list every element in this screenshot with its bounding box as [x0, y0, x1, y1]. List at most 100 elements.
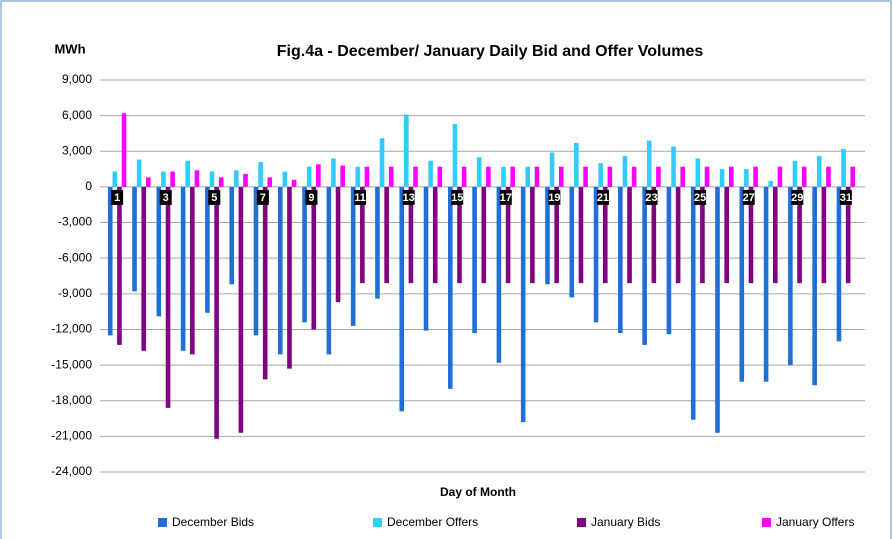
x-tick-label-box — [305, 189, 318, 205]
bar — [156, 186, 162, 317]
bar — [671, 146, 676, 187]
bar — [375, 186, 380, 299]
bar — [788, 186, 793, 366]
y-axis-label: MWh — [54, 41, 85, 56]
bar — [243, 173, 248, 187]
bar — [121, 113, 127, 187]
bar — [117, 186, 122, 345]
bar — [656, 166, 661, 187]
legend-swatch — [577, 518, 586, 527]
x-axis-label: Day of Month — [440, 485, 516, 499]
bar — [583, 166, 588, 187]
bar — [404, 114, 409, 187]
bar — [768, 180, 773, 187]
bar — [642, 186, 647, 345]
bar — [715, 186, 720, 433]
bar — [496, 186, 502, 363]
bar — [461, 166, 467, 187]
bar — [510, 166, 515, 187]
bar — [816, 156, 822, 187]
bar — [180, 186, 186, 351]
bar — [792, 160, 798, 187]
x-tick-label-box — [159, 189, 172, 205]
bar — [772, 186, 778, 284]
bar — [812, 186, 817, 386]
bar — [525, 166, 531, 187]
y-tick-label: -15,000 — [51, 357, 92, 371]
x-tick-label: 1 — [114, 192, 120, 204]
y-tick-label: 6,000 — [62, 108, 92, 122]
bar — [141, 186, 147, 351]
bar — [505, 186, 511, 284]
bar — [763, 186, 769, 382]
bar — [384, 186, 389, 284]
y-tick-label: -21,000 — [51, 429, 92, 443]
bar — [841, 148, 846, 187]
bar — [262, 186, 268, 380]
bar — [132, 186, 137, 292]
bar — [520, 186, 526, 423]
bar — [277, 186, 283, 355]
bar — [112, 171, 118, 187]
bar — [574, 142, 579, 187]
bar — [744, 169, 749, 187]
bar — [311, 186, 317, 330]
y-tick-label: -24,000 — [51, 464, 92, 478]
bar — [190, 186, 195, 355]
bar — [287, 186, 292, 369]
x-tick-label-box — [354, 189, 367, 205]
y-tick-label: -6,000 — [58, 250, 92, 264]
chart-title: Fig.4a - December/ January Daily Bid and… — [277, 43, 704, 60]
bar — [569, 186, 575, 298]
bar — [549, 152, 555, 187]
bar — [690, 186, 696, 420]
bar — [448, 186, 453, 389]
bar — [107, 186, 113, 336]
bar — [748, 186, 754, 284]
bar — [253, 186, 259, 336]
bar — [360, 186, 365, 284]
bar — [428, 160, 433, 187]
y-tick-label: 3,000 — [62, 143, 92, 157]
bar — [534, 166, 540, 187]
bar — [602, 186, 608, 284]
bar — [302, 186, 307, 323]
legend-label: January Bids — [591, 515, 660, 529]
bar — [316, 164, 321, 187]
bar — [666, 186, 672, 335]
bar — [753, 166, 758, 187]
bar — [651, 186, 657, 284]
x-tick-label: 21 — [597, 192, 609, 204]
x-tick-label-box — [791, 189, 804, 205]
x-tick-label: 3 — [163, 192, 169, 204]
y-tick-label: 0 — [85, 179, 92, 193]
y-tick-label: -9,000 — [58, 286, 92, 300]
bar — [350, 186, 356, 326]
bar — [355, 166, 361, 187]
bar — [554, 186, 559, 284]
bar — [700, 186, 705, 284]
bar — [646, 140, 652, 187]
bar — [704, 166, 710, 187]
legend-swatch — [373, 518, 382, 527]
bar — [545, 186, 550, 285]
x-tick-label-box — [256, 189, 269, 205]
x-tick-label: 23 — [645, 192, 657, 204]
x-tick-label-box — [645, 189, 658, 205]
x-tick-label-box — [742, 189, 755, 205]
bar — [267, 177, 273, 187]
bar — [631, 166, 637, 187]
bar — [729, 166, 734, 187]
x-tick-label-box — [839, 189, 852, 205]
x-tick-label: 15 — [451, 192, 463, 204]
bar — [258, 161, 263, 187]
x-tick-label-box — [208, 189, 221, 205]
bar — [481, 186, 487, 284]
x-tick-label: 25 — [694, 192, 706, 204]
bar — [607, 166, 613, 187]
y-tick-label: -3,000 — [58, 215, 92, 229]
y-tick-label: 9,000 — [62, 72, 92, 86]
x-tick-label-box — [451, 189, 464, 205]
